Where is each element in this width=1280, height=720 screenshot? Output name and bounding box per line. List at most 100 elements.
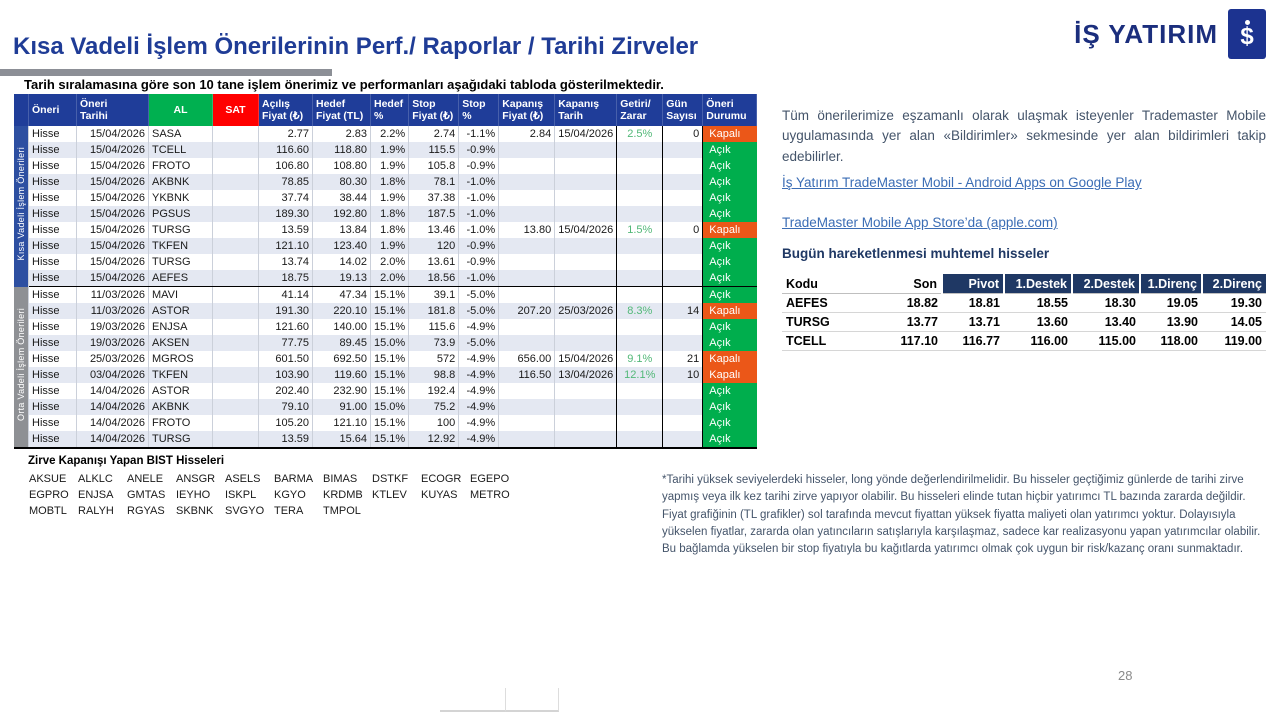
cell-kapt — [554, 190, 618, 206]
cell-acilis: 121.10 — [258, 238, 313, 254]
cell-hedefp: 1.9% — [370, 190, 410, 206]
table-row: Hisse 25/03/2026 MGROS 601.50 692.50 15.1% 572… — [14, 351, 757, 367]
cell-acilis: 601.50 — [258, 351, 313, 367]
status-cell: Açık — [702, 206, 757, 222]
cell-gun — [662, 238, 704, 254]
cell-kapf — [498, 399, 556, 415]
google-play-link[interactable]: İş Yatırım TradeMaster Mobil - Android A… — [782, 175, 1142, 190]
cell-hedefp: 15.1% — [370, 351, 410, 367]
cell-oneri: Hisse — [28, 254, 77, 270]
cell-al: ENJSA — [148, 319, 213, 335]
cell-stopf: 115.5 — [408, 142, 460, 158]
cell-oneri: Hisse — [28, 303, 77, 319]
col-header-acilis: Açılış Fiyat (₺) — [258, 94, 313, 126]
cell-kapt — [554, 158, 618, 174]
cell-hedeff: 140.00 — [312, 319, 371, 335]
cell-oneri: Hisse — [28, 383, 77, 399]
value-cell: 18.81 — [942, 293, 1004, 313]
bist-ticker: KGYO — [274, 489, 306, 501]
cell-sat — [212, 367, 259, 383]
cell-acilis: 37.74 — [258, 190, 313, 206]
cell-tarih: 15/04/2026 — [76, 206, 149, 222]
bist-ticker: SVGYO — [225, 505, 265, 517]
cell-oneri: Hisse — [28, 319, 77, 335]
cell-sat — [212, 270, 259, 287]
cell-kapt — [554, 399, 618, 415]
cell-gun — [662, 142, 704, 158]
cell-hedeff: 220.10 — [312, 303, 371, 319]
cell-sat — [212, 335, 259, 351]
cell-stopp: -5.0% — [458, 303, 500, 319]
movers-row: TURSG 13.77 13.71 13.60 13.40 13.90 14.05 — [782, 312, 1266, 332]
cell-gun: 0 — [662, 222, 704, 238]
value-cell: 19.05 — [1140, 293, 1202, 313]
cell-tarih: 15/04/2026 — [76, 238, 149, 254]
cell-tarih: 19/03/2026 — [76, 319, 149, 335]
cell-al: MGROS — [148, 351, 213, 367]
cell-gun — [662, 174, 704, 190]
cell-acilis: 106.80 — [258, 158, 313, 174]
value-cell: 119.00 — [1202, 331, 1266, 351]
cell-stopf: 181.8 — [408, 303, 460, 319]
cell-stopp: -4.9% — [458, 431, 500, 448]
movers-col-header: Kodu — [782, 274, 854, 294]
bist-ticker: BIMAS — [323, 473, 358, 485]
cell-getiri — [616, 142, 664, 158]
cell-hedeff: 232.90 — [312, 383, 371, 399]
cell-oneri: Hisse — [28, 399, 77, 415]
cell-gun — [662, 383, 704, 399]
cell-acilis: 189.30 — [258, 206, 313, 222]
cell-hedefp: 2.0% — [370, 270, 410, 287]
cell-acilis: 13.59 — [258, 431, 313, 448]
bist-ticker: ALKLC — [78, 473, 113, 485]
cell-sat — [212, 206, 259, 222]
cell-al: ASTOR — [148, 383, 213, 399]
app-store-link[interactable]: TradeMaster Mobile App Store’da (apple.c… — [782, 215, 1058, 230]
cell-stopf: 120 — [408, 238, 460, 254]
cell-kapt: 15/04/2026 — [554, 351, 618, 367]
cell-hedeff: 47.34 — [312, 286, 371, 303]
isbank-logo-icon: $ — [1228, 9, 1266, 59]
cell-stopf: 12.92 — [408, 431, 460, 448]
cell-hedefp: 1.9% — [370, 158, 410, 174]
col-header-hedefp: Hedef% — [370, 94, 410, 126]
cell-stopp: -4.9% — [458, 367, 500, 383]
cell-getiri — [616, 238, 664, 254]
movers-col-header: 1.Direnç — [1139, 274, 1202, 294]
bist-ticker: EGEPO — [470, 473, 510, 485]
table-row: Hisse 14/04/2026 TURSG 13.59 15.64 15.1% 12.92… — [14, 431, 757, 448]
table-row: Kısa Vadeli İşlem Önerileri Hisse 15/04/20… — [14, 126, 757, 287]
cell-kapt — [554, 335, 618, 351]
cell-stopp: -4.9% — [458, 399, 500, 415]
cell-sat — [212, 319, 259, 335]
table-row: Hisse 19/03/2026 ENJSA 121.60 140.00 15.1% 115… — [14, 319, 757, 335]
cell-hedefp: 15.1% — [370, 383, 410, 399]
cell-kapf — [498, 431, 556, 448]
cell-gun — [662, 415, 704, 431]
cell-hedeff: 119.60 — [312, 367, 371, 383]
cell-stopf: 115.6 — [408, 319, 460, 335]
status-cell: Açık — [702, 142, 757, 158]
col-header-tarih: Öneri Tarihi — [76, 94, 149, 126]
cell-hedeff: 123.40 — [312, 238, 371, 254]
table-row: Hisse 15/04/2026 PGSUS 189.30 192.80 1.8% 187.… — [14, 206, 757, 222]
brand-wordmark: İŞ YATIRIM — [1074, 18, 1218, 49]
cell-stopf: 100 — [408, 415, 460, 431]
cell-acilis: 79.10 — [258, 399, 313, 415]
cell-kapf: 116.50 — [498, 367, 556, 383]
col-header-stopp: Stop% — [458, 94, 500, 126]
cell-sat — [212, 383, 259, 399]
cell-acilis: 13.59 — [258, 222, 313, 238]
bist-ticker: EGPRO — [29, 489, 69, 501]
cell-tarih: 11/03/2026 — [76, 286, 149, 303]
cell-kapt — [554, 174, 618, 190]
cell-al: FROTO — [148, 415, 213, 431]
cell-hedeff: 80.30 — [312, 174, 371, 190]
cell-acilis: 116.60 — [258, 142, 313, 158]
cell-sat — [212, 126, 259, 142]
value-cell: 18.55 — [1004, 293, 1072, 313]
cell-hedeff: 2.83 — [312, 126, 371, 142]
cell-hedefp: 15.1% — [370, 319, 410, 335]
cell-gun — [662, 190, 704, 206]
